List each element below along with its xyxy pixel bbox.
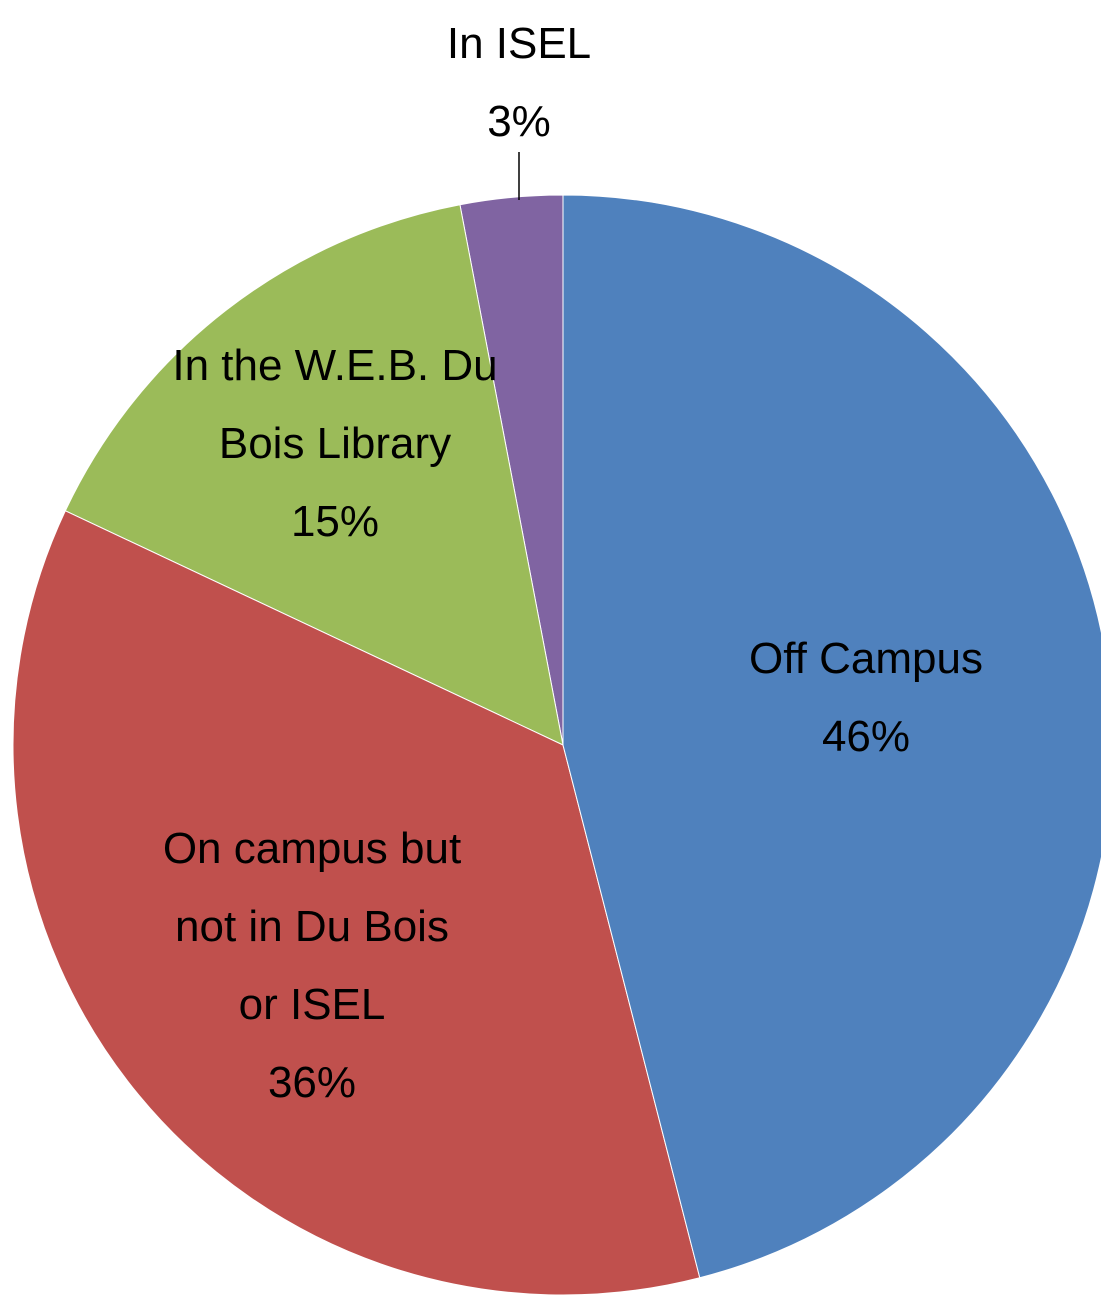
category-label: Off Campus xyxy=(749,634,983,683)
category-label: In the W.E.B. Du Bois Library xyxy=(172,341,498,468)
value-label: 36% xyxy=(267,1058,357,1107)
slice-label: On campus but not in Du Bois or ISEL 36% xyxy=(162,810,462,1122)
category-label: In ISEL xyxy=(446,19,592,68)
slice-label: In ISEL 3% xyxy=(369,5,669,161)
value-label: 46% xyxy=(821,712,911,761)
pie-slice xyxy=(562,194,1101,1279)
pie-slice xyxy=(64,204,564,746)
slice-label: Off Campus 46% xyxy=(686,620,1046,776)
value-label: 15% xyxy=(290,497,380,546)
value-label: 3% xyxy=(487,97,551,146)
slice-label: In the W.E.B. Du Bois Library 15% xyxy=(170,327,500,561)
category-label: On campus but not in Du Bois or ISEL xyxy=(162,824,462,1029)
pie-slice xyxy=(12,510,701,1296)
